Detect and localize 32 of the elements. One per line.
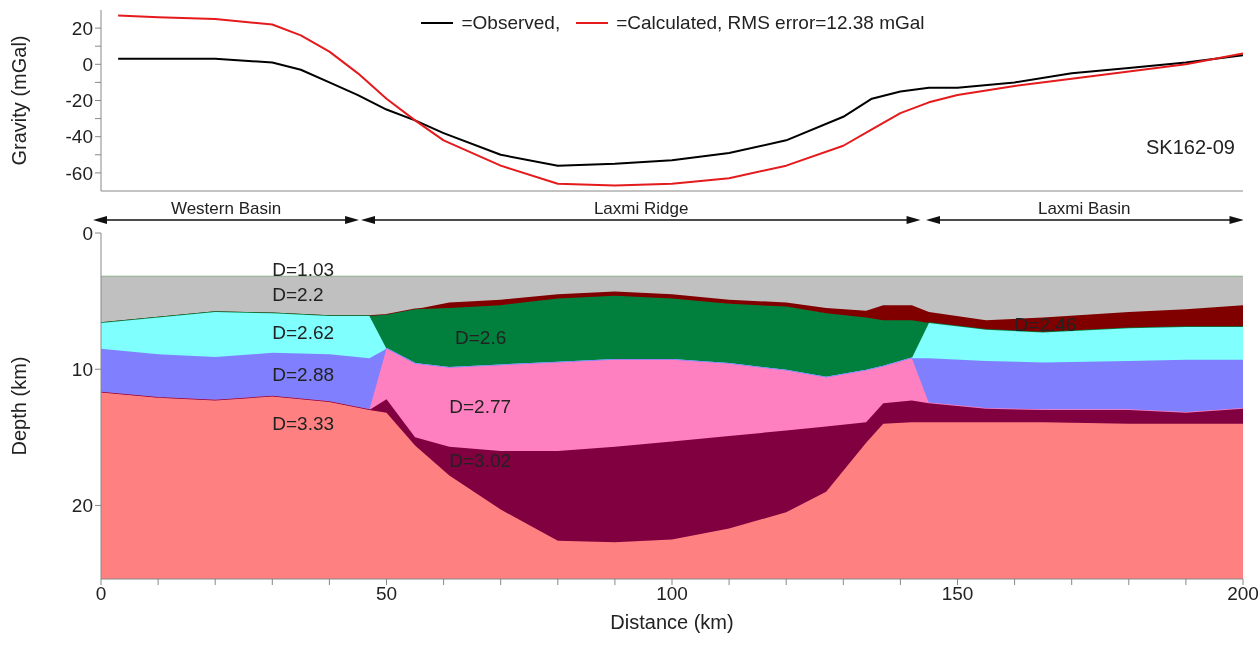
legend-label: =Observed,: [461, 12, 561, 34]
y-tick-label: 20: [71, 17, 93, 39]
legend-label: =Calculated, RMS error=12.38 mGal: [616, 12, 925, 34]
line-series: [117, 14, 1243, 187]
series-label: D=2.88: [272, 363, 335, 386]
x-tick-label: 50: [375, 583, 398, 605]
y-axis-title: Gravity (mGal): [8, 35, 31, 166]
y-tick-label: -20: [65, 90, 93, 112]
text: Laxmi Basin: [1036, 199, 1132, 219]
annotation: SK162-09: [1146, 136, 1235, 159]
x-tick-label: 200: [1227, 583, 1259, 605]
x-tick-label: 100: [656, 583, 688, 605]
y-tick-label: 10: [71, 358, 93, 380]
series-label: D=2.6: [455, 326, 507, 349]
series-label: D=2.46: [1014, 313, 1077, 336]
text: Laxmi Ridge: [592, 199, 690, 219]
y-tick-label: 0: [82, 54, 93, 76]
series-label: D=2.62: [272, 322, 335, 345]
y-tick-label: -40: [65, 126, 93, 148]
series-label: D=3.02: [449, 450, 512, 473]
series-label: D=2.2: [272, 283, 324, 306]
series-label: D=1.03: [272, 259, 335, 282]
x-tick-label: 150: [941, 583, 974, 605]
series-label: D=3.33: [272, 412, 335, 435]
line-series: [117, 54, 1243, 167]
series-label: D=2.77: [449, 396, 512, 419]
y-axis-title: Depth (km): [8, 356, 31, 456]
text: Western Basin: [169, 199, 283, 219]
y-tick-label: 20: [71, 495, 93, 517]
x-axis-title: Distance (km): [610, 611, 734, 633]
y-tick-label: 0: [82, 222, 93, 244]
y-tick-label: -60: [65, 162, 93, 184]
